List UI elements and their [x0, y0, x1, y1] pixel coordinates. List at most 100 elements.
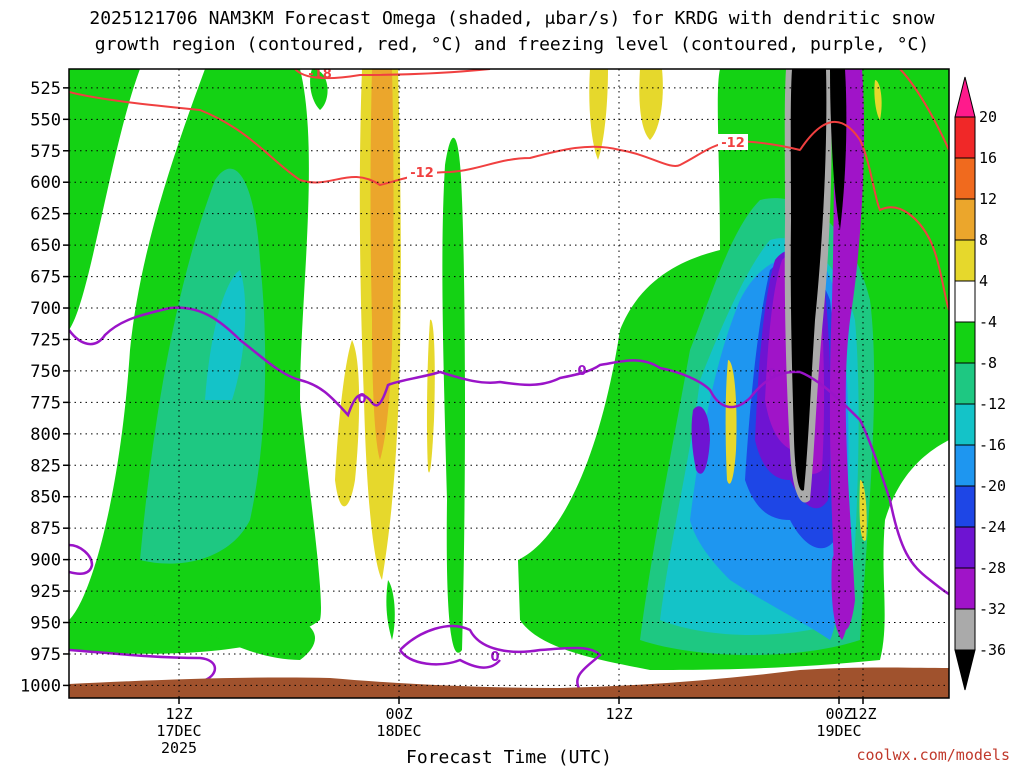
colorbar-label-12: -32	[979, 600, 1006, 618]
dgz-label-right-bg	[718, 134, 748, 150]
y-tick-label-625: 625	[30, 205, 61, 225]
freezing-label-c: 0	[767, 367, 776, 382]
colorbar-bin-11	[954, 526, 976, 569]
colorbar-bin-6	[954, 321, 976, 364]
y-tick-label-900: 900	[30, 551, 61, 571]
y-tick-label-600: 600	[30, 173, 61, 193]
colorbar-label-2: 12	[979, 190, 997, 208]
colorbar-label-6: -8	[979, 354, 997, 372]
x-tick-date-3: 19DEC	[816, 722, 861, 740]
colorbar-label-5: -4	[979, 313, 997, 331]
x-tick-label-0: 12Z	[165, 705, 192, 723]
colorbar-bin-14	[954, 649, 976, 691]
colorbar-bin-4	[954, 239, 976, 282]
colorbar-bin-0	[954, 76, 976, 118]
colorbar-label-7: -12	[979, 395, 1006, 413]
x-tick-label-3: 00Z	[825, 705, 852, 723]
y-tick-label-775: 775	[30, 393, 61, 413]
omega-yellow-strip-east	[725, 360, 737, 484]
y-tick-label-925: 925	[30, 582, 61, 602]
chart-title-line1: 2025121706 NAM3KM Forecast Omega (shaded…	[89, 8, 934, 29]
colorbar-bin-8	[954, 403, 976, 446]
colorbar-label-11: -28	[979, 559, 1006, 577]
omega-purple-blob-mid	[691, 406, 710, 474]
y-tick-label-1000: 1000	[20, 676, 61, 696]
y-tick-label-650: 650	[30, 236, 61, 256]
colorbar-bin-5	[954, 280, 976, 323]
y-tick-label-675: 675	[30, 268, 61, 288]
x-tick-label-2: 12Z	[605, 705, 632, 723]
chart-title-line2: growth region (contoured, red, °C) and f…	[95, 34, 929, 55]
y-tick-label-825: 825	[30, 456, 61, 476]
dgz-label-upper-bg	[407, 164, 437, 180]
omega-yellow-patch-top-right	[589, 69, 608, 160]
freezing-contour-bottom-left	[69, 648, 217, 682]
x-tick-date-1: 18DEC	[376, 722, 421, 740]
omega-purple-blob-low	[831, 546, 851, 640]
omega-yellow-patch-top-right2	[639, 69, 663, 140]
colorbar-bin-7	[954, 362, 976, 405]
dgz-label-right: -12	[721, 136, 745, 151]
colorbar-label-13: -36	[979, 641, 1006, 659]
omega-green-region-lower-left	[69, 614, 315, 660]
colorbar-bin-9	[954, 444, 976, 487]
omega-green-strip-center	[442, 137, 465, 653]
colorbar-bin-12	[954, 567, 976, 610]
freezing-contour-lower-left	[69, 543, 94, 575]
omega-yellow-patch-left	[335, 340, 360, 507]
omega-orange-strip-main	[370, 69, 394, 460]
plot-area: -12 -12 -18 0 0 0 0	[69, 67, 949, 698]
grid-lines	[69, 69, 949, 698]
omega-yellow-patch-top-east	[874, 80, 882, 120]
dgz-contour-right	[899, 69, 949, 151]
x-axis-label: Forecast Time (UTC)	[406, 747, 612, 768]
colorbar: 20 16 12 8 4 -4 -8 -12 -16 -20 -24 -28 -32 -36	[954, 76, 1006, 691]
y-tick-label-875: 875	[30, 519, 61, 539]
x-tick-label-4: 12Z	[849, 705, 876, 723]
x-tick-year-0: 2025	[161, 739, 197, 757]
freezing-label-a: 0	[357, 392, 366, 407]
plot-frame	[68, 68, 950, 699]
y-axis: 525 550 575 600 625 650 675 700 725 750 775 800 825 8…	[20, 79, 69, 696]
y-tick-label-750: 750	[30, 362, 61, 382]
colorbar-label-4: 4	[979, 272, 988, 290]
credit-text: coolwx.com/models	[856, 746, 1010, 764]
omega-cyan-region-west	[205, 270, 246, 400]
colorbar-label-3: 8	[979, 231, 988, 249]
y-tick-label-850: 850	[30, 488, 61, 508]
colorbar-bin-1	[954, 116, 976, 159]
colorbar-label-1: 16	[979, 149, 997, 167]
dgz-contour-upper	[69, 91, 949, 311]
freezing-contour-bottom-center	[399, 624, 602, 691]
colorbar-label-8: -16	[979, 436, 1006, 454]
y-tick-label-800: 800	[30, 425, 61, 445]
dgz-label-top: -18	[308, 67, 332, 82]
omega-black-core-right	[830, 69, 847, 230]
omega-green-patch-top	[310, 69, 328, 110]
freezing-contour-main	[69, 306, 949, 596]
omega-black-core	[790, 69, 827, 491]
y-tick-label-700: 700	[30, 299, 61, 319]
freezing-label-d: 0	[490, 650, 499, 665]
y-tick-label-575: 575	[30, 142, 61, 162]
x-tick-date-0: 17DEC	[156, 722, 201, 740]
colorbar-label-0: 20	[979, 108, 997, 126]
freezing-contour-bottom-loop	[398, 649, 501, 669]
x-tick-label-1: 00Z	[385, 705, 412, 723]
ground-surface	[69, 667, 949, 698]
omega-green-region-far-west	[69, 69, 140, 330]
y-tick-label-525: 525	[30, 79, 61, 99]
colorbar-label-9: -20	[979, 477, 1006, 495]
y-tick-label-950: 950	[30, 614, 61, 634]
dgz-contour-top	[294, 69, 491, 80]
colorbar-bin-13	[954, 608, 976, 651]
colorbar-bin-2	[954, 157, 976, 200]
y-tick-label-725: 725	[30, 330, 61, 350]
freezing-label-b: 0	[577, 364, 586, 379]
colorbar-bin-10	[954, 485, 976, 528]
colorbar-bin-3	[954, 198, 976, 241]
colorbar-label-10: -24	[979, 518, 1006, 536]
omega-teal-region-west	[140, 168, 266, 564]
